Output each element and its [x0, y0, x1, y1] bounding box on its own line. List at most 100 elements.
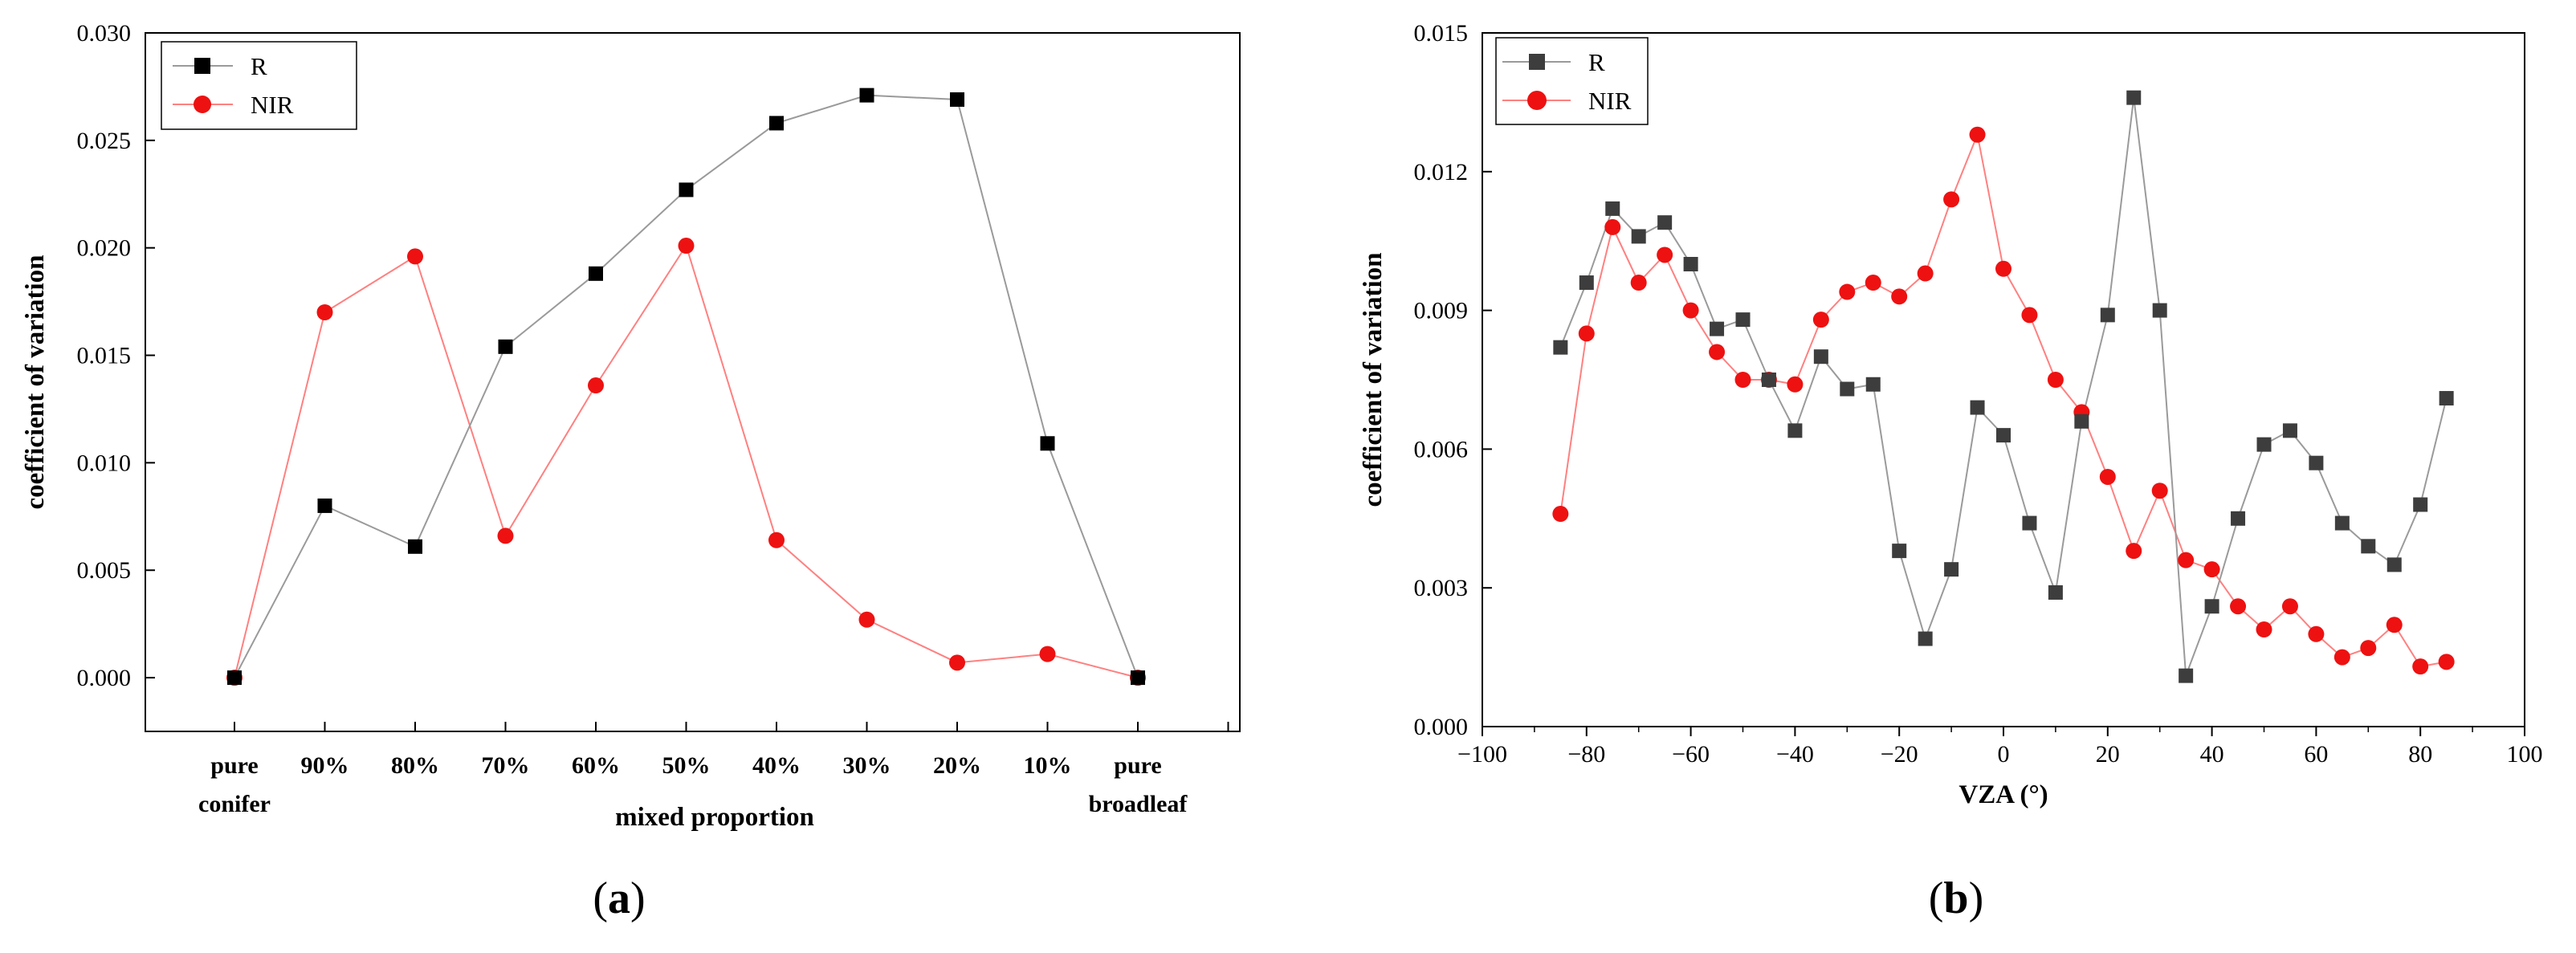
- data-point-nir: [1578, 325, 1595, 342]
- data-point-r: [317, 498, 332, 513]
- x-tick-label: 40: [2200, 741, 2224, 768]
- series-line-nir: [234, 243, 1139, 679]
- x-tick-label: 80%: [391, 752, 439, 779]
- data-point-r: [1865, 377, 1881, 392]
- data-point-r: [2022, 515, 2037, 531]
- chart-a-legend-box: [161, 41, 357, 130]
- chart-b-xlabel: VZA (°): [1958, 780, 2048, 809]
- y-tick-label: 0.009: [1414, 298, 1469, 324]
- data-point-nir: [2438, 654, 2455, 670]
- chart-a: 0.000 0.005 0.010 0.015 0.020 0.025 0.030 pure…: [21, 20, 1241, 923]
- data-point-nir: [1630, 275, 1647, 291]
- data-point-nir: [2203, 561, 2220, 578]
- legend-marker-r: [1529, 54, 1545, 70]
- x-tick-label: 30%: [843, 752, 891, 779]
- legend-label-r: R: [1588, 48, 1605, 76]
- chart-a-ylabel: coefficient of variation: [21, 255, 50, 509]
- data-point-r: [1631, 229, 1646, 244]
- data-point-r: [1787, 423, 1803, 438]
- data-point-nir: [678, 238, 695, 255]
- x-tick-label: 20%: [933, 752, 981, 779]
- x-tick-label: 60: [2304, 741, 2328, 768]
- data-point-nir: [2412, 658, 2429, 675]
- data-point-r: [2231, 511, 2246, 526]
- data-point-nir: [949, 654, 965, 671]
- data-point-r: [2334, 515, 2350, 531]
- x-tick-label: broadleaf: [1089, 791, 1188, 817]
- y-tick-label: 0.030: [77, 20, 132, 47]
- data-point-r: [1892, 544, 1907, 559]
- x-tick-label: −40: [1776, 741, 1814, 768]
- data-point-r: [2361, 539, 2376, 554]
- chart-a-plot-area: [226, 88, 1146, 686]
- y-tick-label: 0.005: [77, 557, 132, 584]
- chart-b: 0.000 0.003 0.006 0.009 0.012 0.015 −100 −80 −6…: [1359, 20, 2543, 923]
- chart-b-plot-area: [1552, 90, 2455, 683]
- x-tick-label: 20: [2096, 741, 2120, 768]
- data-point-nir: [407, 248, 423, 265]
- data-point-r: [2282, 423, 2297, 438]
- chart-a-y-axis: 0.000 0.005 0.010 0.015 0.020 0.025 0.030: [77, 20, 155, 691]
- data-point-nir: [768, 531, 785, 548]
- data-point-r: [1131, 670, 1145, 686]
- data-point-nir: [1039, 646, 1056, 662]
- data-point-r: [1657, 215, 1673, 230]
- data-point-nir: [1865, 275, 1881, 291]
- x-tick-label: −100: [1457, 741, 1507, 768]
- data-point-nir: [2256, 621, 2272, 638]
- chart-a-legend: R NIR: [161, 41, 357, 130]
- data-point-r: [1605, 201, 1620, 216]
- x-tick-label: 90%: [301, 752, 349, 779]
- x-tick-label: 60%: [572, 752, 620, 779]
- data-point-r: [859, 88, 874, 103]
- y-tick-label: 0.000: [1414, 714, 1469, 740]
- x-tick-label: −60: [1672, 741, 1710, 768]
- y-tick-label: 0.015: [1414, 20, 1469, 47]
- data-point-r: [1579, 275, 1594, 291]
- data-point-r: [2413, 497, 2428, 512]
- x-tick-label: 100: [2507, 741, 2543, 768]
- chart-a-frame: [145, 32, 1241, 732]
- data-point-r: [1761, 373, 1776, 387]
- data-point-r: [227, 670, 242, 686]
- chart-a-xlabel: mixed proportion: [615, 803, 814, 832]
- data-point-nir: [2281, 598, 2298, 615]
- chart-a-x-axis: pure conifer 90% 80% 70% 60% 50% 40% 30% 20% 10% pu…: [198, 722, 1229, 817]
- data-point-r: [1944, 562, 1959, 577]
- data-point-nir: [316, 304, 333, 320]
- data-point-nir: [2126, 543, 2142, 560]
- chart-b-y-axis: 0.000 0.003 0.006 0.009 0.012 0.015: [1414, 20, 1492, 740]
- y-tick-label: 0.020: [77, 235, 132, 262]
- legend-marker-r: [194, 58, 210, 74]
- series-line-nir: [1559, 132, 2447, 668]
- data-point-r: [2204, 599, 2219, 614]
- legend-label-r: R: [251, 52, 267, 80]
- data-point-nir: [1682, 302, 1699, 319]
- y-tick-label: 0.006: [1414, 436, 1469, 462]
- data-point-r: [2126, 90, 2142, 105]
- data-point-r: [1040, 436, 1055, 451]
- legend-label-nir: NIR: [1588, 87, 1632, 115]
- y-tick-label: 0.010: [77, 450, 132, 476]
- data-point-nir: [2151, 483, 2168, 499]
- data-point-nir: [1969, 126, 1986, 143]
- x-tick-label: 70%: [482, 752, 530, 779]
- y-tick-label: 0.025: [77, 128, 132, 154]
- chart-b-ylabel: coefficient of variation: [1359, 252, 1388, 507]
- y-tick-label: 0.012: [1414, 159, 1469, 185]
- data-point-r: [1996, 428, 2011, 443]
- data-point-r: [498, 339, 513, 354]
- x-tick-label: −20: [1881, 741, 1918, 768]
- data-point-r: [2074, 413, 2089, 429]
- data-point-nir: [2047, 372, 2064, 388]
- x-tick-label: pure: [210, 752, 258, 779]
- chart-b-legend-box: [1495, 37, 1649, 125]
- data-point-nir: [1604, 218, 1621, 235]
- x-tick-label: pure: [1114, 752, 1161, 779]
- x-tick-label: 80: [2408, 741, 2432, 768]
- data-point-r: [1710, 321, 1725, 336]
- data-point-nir: [2386, 617, 2403, 633]
- x-tick-label: 50%: [662, 752, 711, 779]
- data-point-nir: [1734, 372, 1751, 388]
- data-point-r: [2048, 584, 2063, 600]
